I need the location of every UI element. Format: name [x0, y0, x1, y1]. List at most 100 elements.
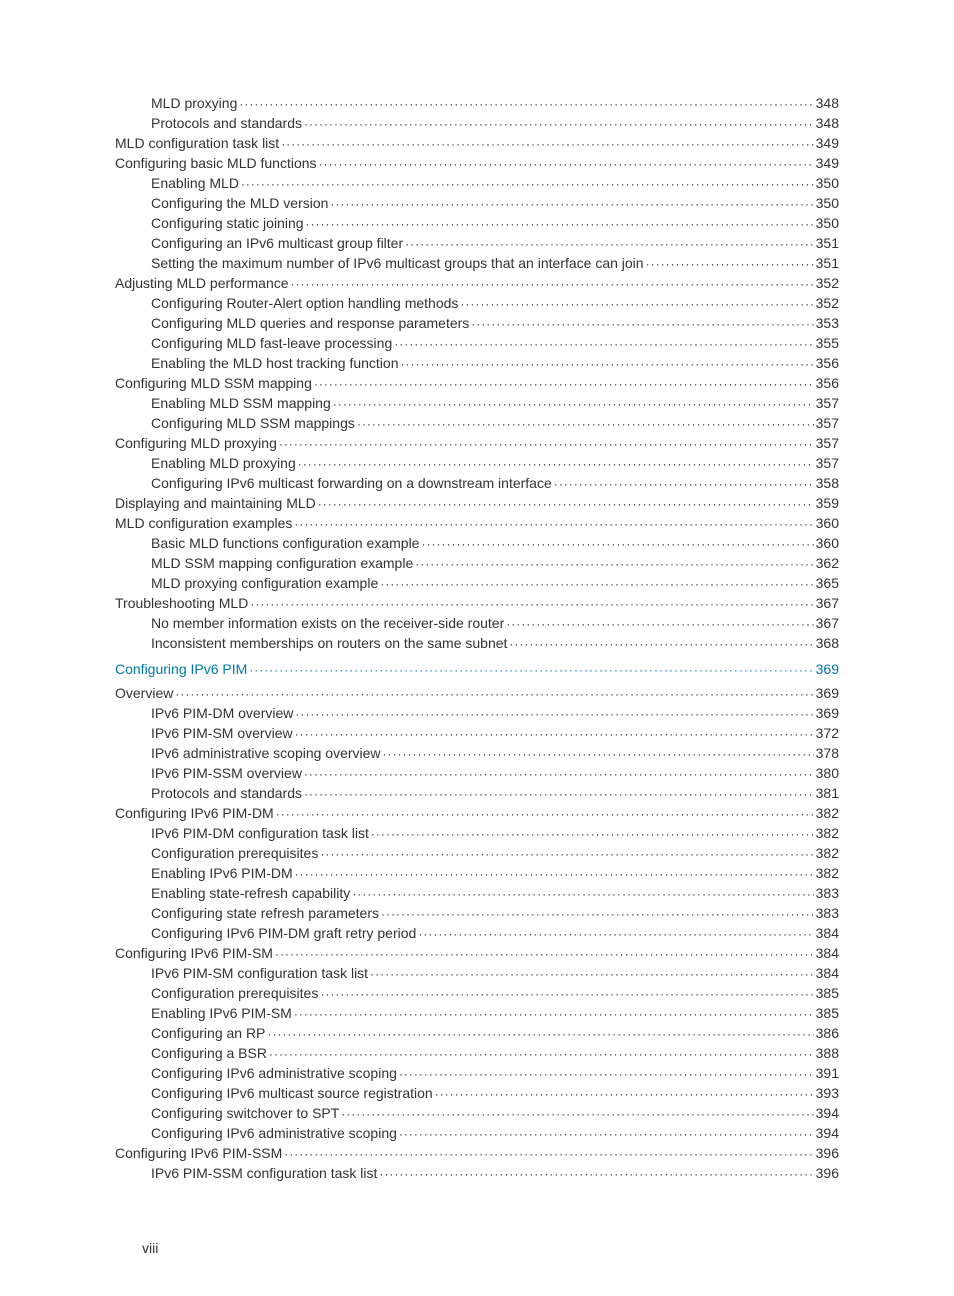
toc-entry[interactable]: Enabling MLD SSM mapping357 — [115, 396, 839, 410]
toc-entry[interactable]: Enabling the MLD host tracking function 3… — [115, 356, 839, 370]
toc-entry[interactable]: Configuring IPv6 multicast forwarding on… — [115, 476, 839, 490]
toc-entry[interactable]: IPv6 PIM-SSM configuration task list396 — [115, 1166, 839, 1180]
toc-entry-page: 368 — [816, 636, 839, 650]
toc-entry[interactable]: Overview369 — [115, 686, 839, 700]
toc-entry[interactable]: Configuring basic MLD functions349 — [115, 156, 839, 170]
toc-entry[interactable]: Configuring MLD queries and response par… — [115, 316, 839, 330]
toc-entry[interactable]: Configuration prerequisites385 — [115, 986, 839, 1000]
toc-entry[interactable]: Enabling IPv6 PIM-DM382 — [115, 866, 839, 880]
toc-entry-label: Troubleshooting MLD — [115, 596, 248, 610]
toc-entry-page: 360 — [816, 536, 839, 550]
toc-entry[interactable]: No member information exists on the rece… — [115, 616, 839, 630]
toc-entry[interactable]: Configuring MLD fast-leave processing355 — [115, 336, 839, 350]
toc-entry[interactable]: Configuring IPv6 PIM-SSM 396 — [115, 1146, 839, 1160]
toc-leader-dots — [281, 136, 813, 150]
toc-entry[interactable]: Adjusting MLD performance352 — [115, 276, 839, 290]
toc-entry[interactable]: Configuring IPv6 administrative scoping3… — [115, 1066, 839, 1080]
toc-entry[interactable]: IPv6 PIM-SM configuration task list384 — [115, 966, 839, 980]
toc-entry[interactable]: Configuring IPv6 PIM-DM382 — [115, 806, 839, 820]
toc-entry[interactable]: MLD proxying configuration example365 — [115, 576, 839, 590]
toc-entry[interactable]: IPv6 PIM-SM overview372 — [115, 726, 839, 740]
toc-leader-dots — [275, 946, 814, 960]
toc-leader-dots — [371, 826, 814, 840]
toc-entry[interactable]: Enabling MLD proxying357 — [115, 456, 839, 470]
toc-entry[interactable]: Configuring IPv6 PIM-SM384 — [115, 946, 839, 960]
toc-entry-label: Configuration prerequisites — [151, 846, 318, 860]
toc-entry[interactable]: Configuring an RP386 — [115, 1026, 839, 1040]
toc-entry[interactable]: Configuring static joining350 — [115, 216, 839, 230]
toc-leader-dots — [298, 456, 814, 470]
toc-entry-page: 396 — [816, 1146, 839, 1160]
toc-entry[interactable]: IPv6 PIM-DM overview369 — [115, 706, 839, 720]
toc-entry[interactable]: Enabling MLD350 — [115, 176, 839, 190]
toc-entry-page: 394 — [816, 1106, 839, 1120]
toc-entry-page: 385 — [816, 1006, 839, 1020]
toc-entry[interactable]: Configuring switchover to SPT394 — [115, 1106, 839, 1120]
toc-entry[interactable]: Configuring MLD SSM mapping356 — [115, 376, 839, 390]
toc-entry[interactable]: IPv6 PIM-SSM overview380 — [115, 766, 839, 780]
toc-entry[interactable]: MLD configuration task list349 — [115, 136, 839, 150]
toc-leader-dots — [304, 116, 814, 130]
toc-entry[interactable]: Configuring IPv6 PIM-DM graft retry peri… — [115, 926, 839, 940]
toc-entry[interactable]: Configuration prerequisites 382 — [115, 846, 839, 860]
toc-entry-page: 356 — [816, 356, 839, 370]
toc-entry[interactable]: Configuring Router-Alert option handling… — [115, 296, 839, 310]
toc-entry-label: Displaying and maintaining MLD — [115, 496, 316, 510]
toc-entry-label: Enabling the MLD host tracking function — [151, 356, 398, 370]
toc-entry[interactable]: Configuring IPv6 administrative scoping3… — [115, 1126, 839, 1140]
toc-leader-dots — [267, 1026, 813, 1040]
toc-leader-dots — [405, 236, 814, 250]
toc-leader-dots — [279, 436, 814, 450]
toc-leader-dots — [318, 496, 814, 510]
toc-entry[interactable]: Configuring MLD proxying357 — [115, 436, 839, 450]
toc-entry[interactable]: Inconsistent memberships on routers on t… — [115, 636, 839, 650]
toc-entry[interactable]: IPv6 PIM-DM configuration task list382 — [115, 826, 839, 840]
toc-entry[interactable]: Setting the maximum number of IPv6 multi… — [115, 256, 839, 270]
toc-leader-dots — [294, 516, 813, 530]
toc-entry-page: 382 — [816, 846, 839, 860]
toc-leader-dots — [304, 766, 814, 780]
toc-leader-dots — [320, 846, 813, 860]
toc-entry-page: 360 — [816, 516, 839, 530]
toc-entry-label: Configuring a BSR — [151, 1046, 267, 1060]
toc-leader-dots — [383, 746, 814, 760]
toc-entry[interactable]: Configuring an IPv6 multicast group filt… — [115, 236, 839, 250]
toc-entry-label: Configuring an IPv6 multicast group filt… — [151, 236, 403, 250]
toc-leader-dots — [330, 196, 813, 210]
toc-entry[interactable]: Configuring the MLD version350 — [115, 196, 839, 210]
toc-entry-label: Configuring the MLD version — [151, 196, 328, 210]
toc-entry[interactable]: Enabling IPv6 PIM-SM385 — [115, 1006, 839, 1020]
toc-entry[interactable]: IPv6 administrative scoping overview378 — [115, 746, 839, 760]
toc-entry[interactable]: Troubleshooting MLD367 — [115, 596, 839, 610]
toc-entry[interactable]: Basic MLD functions configuration exampl… — [115, 536, 839, 550]
toc-leader-dots — [319, 156, 814, 170]
toc-leader-dots — [400, 356, 813, 370]
toc-entry-page: 350 — [816, 216, 839, 230]
toc-entry[interactable]: MLD SSM mapping configuration example362 — [115, 556, 839, 570]
table-of-contents: MLD proxying348 Protocols and standards34… — [115, 96, 839, 1180]
toc-leader-dots — [421, 536, 813, 550]
toc-entry[interactable]: Protocols and standards381 — [115, 786, 839, 800]
toc-entry[interactable]: Protocols and standards348 — [115, 116, 839, 130]
toc-entry[interactable]: Configuring a BSR388 — [115, 1046, 839, 1060]
toc-entry[interactable]: Configuring MLD SSM mappings357 — [115, 416, 839, 430]
toc-entry-label: Configuring MLD SSM mappings — [151, 416, 355, 430]
toc-entry-label: Configuring IPv6 PIM-SM — [115, 946, 273, 960]
toc-entry-page: 383 — [816, 886, 839, 900]
toc-entry[interactable]: Displaying and maintaining MLD359 — [115, 496, 839, 510]
toc-entry-label: Configuring MLD proxying — [115, 436, 277, 450]
toc-leader-dots — [471, 316, 813, 330]
toc-entry[interactable]: Configuring IPv6 PIM369 — [115, 662, 839, 676]
toc-entry[interactable]: MLD configuration examples360 — [115, 516, 839, 530]
toc-entry-label: Inconsistent memberships on routers on t… — [151, 636, 507, 650]
toc-entry-page: 380 — [816, 766, 839, 780]
toc-leader-dots — [294, 1006, 814, 1020]
toc-entry[interactable]: Configuring state refresh parameters383 — [115, 906, 839, 920]
toc-entry[interactable]: MLD proxying348 — [115, 96, 839, 110]
toc-entry[interactable]: Configuring IPv6 multicast source regist… — [115, 1086, 839, 1100]
toc-entry-page: 391 — [816, 1066, 839, 1080]
toc-entry-label: Enabling MLD SSM mapping — [151, 396, 331, 410]
toc-entry-label: Configuring IPv6 multicast forwarding on… — [151, 476, 552, 490]
toc-entry[interactable]: Enabling state-refresh capability383 — [115, 886, 839, 900]
toc-entry-label: Configuring IPv6 PIM-SSM — [115, 1146, 282, 1160]
